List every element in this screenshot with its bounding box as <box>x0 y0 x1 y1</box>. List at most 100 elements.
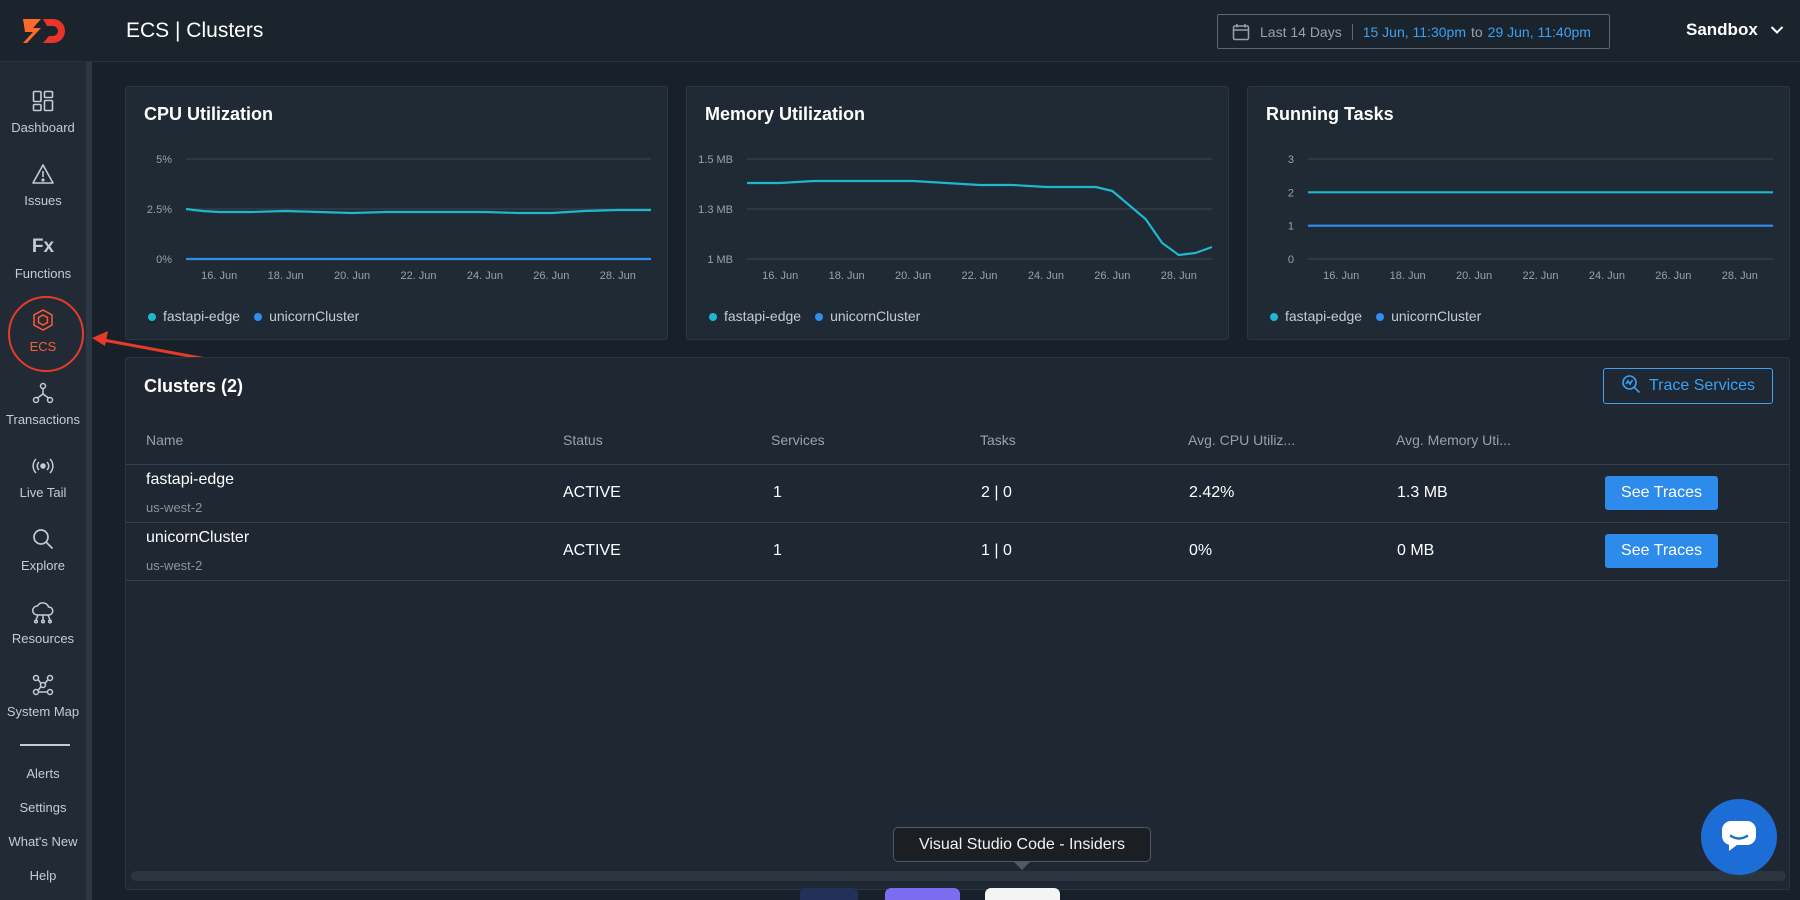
x-tick-label: 26. Jun <box>533 270 569 282</box>
annotation-arrow <box>92 331 207 361</box>
legend-label: unicornCluster <box>269 308 360 324</box>
sidebar-item-functions[interactable]: Fx Functions <box>0 234 86 281</box>
sidebar-item-issues[interactable]: Issues <box>0 161 86 208</box>
date-range-to: 29 Jun, 11:40pm <box>1487 23 1591 40</box>
x-tick-label: 22. Jun <box>400 270 436 282</box>
date-range-picker[interactable]: Last 14 Days 15 Jun, 11:30pm to 29 Jun, … <box>1217 14 1610 49</box>
column-header-memory[interactable]: Avg. Memory Uti... <box>1396 432 1511 448</box>
sidebar-link-settings[interactable]: Settings <box>19 800 67 815</box>
sidebar-link-help[interactable]: Help <box>29 868 57 883</box>
cluster-memory: 0 MB <box>1397 542 1435 559</box>
table-divider <box>126 522 1789 523</box>
chat-icon <box>1719 818 1759 857</box>
x-tick-label: 24. Jun <box>1028 270 1064 282</box>
y-tick-label: 0 <box>1288 254 1294 266</box>
legend-dot <box>1376 313 1385 322</box>
trace-services-button[interactable]: Trace Services <box>1603 368 1773 404</box>
sidebar-link-alerts[interactable]: Alerts <box>26 766 60 781</box>
legend-dot <box>254 313 263 322</box>
memory-utilization-card: Memory Utilization 1.5 MB 1.3 MB 1 MB 16. J… <box>686 86 1229 340</box>
column-header-status[interactable]: Status <box>563 432 603 448</box>
legend-item[interactable]: unicornCluster <box>1376 308 1481 324</box>
series-line-fastapi-edge <box>747 179 1213 257</box>
cluster-cpu: 0% <box>1189 542 1213 559</box>
tooltip-pointer <box>1013 861 1031 870</box>
clusters-title: Clusters (2) <box>144 376 244 396</box>
column-header-services[interactable]: Services <box>771 432 825 448</box>
see-traces-button[interactable]: See Traces <box>1605 476 1718 510</box>
dock-app-icon[interactable] <box>885 888 960 900</box>
dock-app-icon[interactable] <box>985 888 1060 900</box>
x-tick-label: 26. Jun <box>1655 270 1691 282</box>
x-tick-label: 16. Jun <box>201 270 237 282</box>
cluster-tasks: 2 | 0 <box>981 484 1012 501</box>
cluster-memory: 1.3 MB <box>1397 484 1448 501</box>
clusters-table-card: Clusters (2) Trace Services Name Status … <box>125 357 1790 890</box>
legend-label: fastapi-edge <box>163 308 241 324</box>
cpu-utilization-card: CPU Utilization 5% 2.5% 0% 16. Jun 18. Jun 20… <box>125 86 668 340</box>
column-header-name[interactable]: Name <box>146 432 184 448</box>
chart-legend: fastapi-edge unicornCluster <box>148 308 359 324</box>
sidebar-item-transactions[interactable]: Transactions <box>0 380 86 427</box>
ecs-icon <box>0 307 86 333</box>
x-tick-label: 20. Jun <box>1456 270 1492 282</box>
functions-icon: Fx <box>31 236 55 257</box>
y-tick-label: 3 <box>1288 154 1294 166</box>
x-tick-label: 26. Jun <box>1094 270 1130 282</box>
cluster-name[interactable]: fastapi-edge <box>146 471 235 488</box>
table-divider <box>126 464 1789 465</box>
cluster-services: 1 <box>773 484 782 501</box>
environment-name: Sandbox <box>1686 20 1758 39</box>
system-map-icon <box>0 672 86 698</box>
chart-title: Running Tasks <box>1266 104 1394 124</box>
sidebar-item-ecs[interactable]: ECS <box>0 307 86 354</box>
see-traces-button[interactable]: See Traces <box>1605 534 1718 568</box>
cluster-services: 1 <box>773 542 782 559</box>
sidebar-item-label: Explore <box>20 558 66 573</box>
dashboard-icon <box>0 88 86 114</box>
legend-item[interactable]: fastapi-edge <box>1270 308 1362 324</box>
legend-item[interactable]: unicornCluster <box>815 308 920 324</box>
sidebar-item-label: System Map <box>6 704 80 719</box>
x-tick-label: 16. Jun <box>1323 270 1359 282</box>
y-tick-label: 5% <box>156 154 172 166</box>
cluster-name[interactable]: unicornCluster <box>146 529 250 546</box>
live-tail-icon <box>0 453 86 479</box>
sidebar-item-label: ECS <box>29 339 57 354</box>
sidebar: Dashboard Issues Fx Functions ECS Transa… <box>0 62 92 900</box>
chart-legend: fastapi-edge unicornCluster <box>1270 308 1481 324</box>
trace-icon <box>1621 374 1641 399</box>
app-logo[interactable] <box>0 0 90 62</box>
cluster-region: us-west-2 <box>146 500 203 515</box>
sidebar-item-resources[interactable]: Resources <box>0 599 86 646</box>
dock-app-icon[interactable] <box>800 888 858 900</box>
x-tick-label: 22. Jun <box>1522 270 1558 282</box>
legend-label: unicornCluster <box>830 308 921 324</box>
y-tick-label: 2.5% <box>147 204 172 216</box>
x-tick-label: 22. Jun <box>961 270 997 282</box>
cpu-utilization-chart: 5% 2.5% 0% 16. Jun 18. Jun 20. Jun 22. Jun 24. … <box>147 154 651 282</box>
sidebar-item-system-map[interactable]: System Map <box>0 672 86 719</box>
legend-item[interactable]: fastapi-edge <box>148 308 240 324</box>
sidebar-item-explore[interactable]: Explore <box>0 526 86 573</box>
sidebar-item-dashboard[interactable]: Dashboard <box>0 88 86 135</box>
sidebar-item-label: Functions <box>14 266 72 281</box>
x-tick-label: 28. Jun <box>1161 270 1197 282</box>
legend-item[interactable]: fastapi-edge <box>709 308 801 324</box>
sidebar-item-live-tail[interactable]: Live Tail <box>0 453 86 500</box>
y-tick-label: 1 MB <box>707 254 733 266</box>
horizontal-scrollbar[interactable] <box>131 871 1786 881</box>
y-tick-label: 1 <box>1288 221 1294 233</box>
cluster-status: ACTIVE <box>563 542 621 559</box>
sidebar-link-whats-new[interactable]: What's New <box>8 834 78 849</box>
top-bar: ECS | Clusters <box>0 0 1800 62</box>
running-tasks-chart: 3 2 1 0 16. Jun 18. Jun 20. Jun 22. Jun 24. Jun 2… <box>1288 154 1773 282</box>
column-header-tasks[interactable]: Tasks <box>980 432 1016 448</box>
chat-support-button[interactable] <box>1701 799 1777 875</box>
legend-item[interactable]: unicornCluster <box>254 308 359 324</box>
column-header-cpu[interactable]: Avg. CPU Utiliz... <box>1188 432 1296 448</box>
sidebar-item-label: Live Tail <box>19 485 67 500</box>
environment-selector[interactable]: Sandbox <box>1686 20 1784 40</box>
y-tick-label: 1.5 MB <box>698 154 733 166</box>
dock-tooltip: Visual Studio Code - Insiders <box>893 827 1151 862</box>
